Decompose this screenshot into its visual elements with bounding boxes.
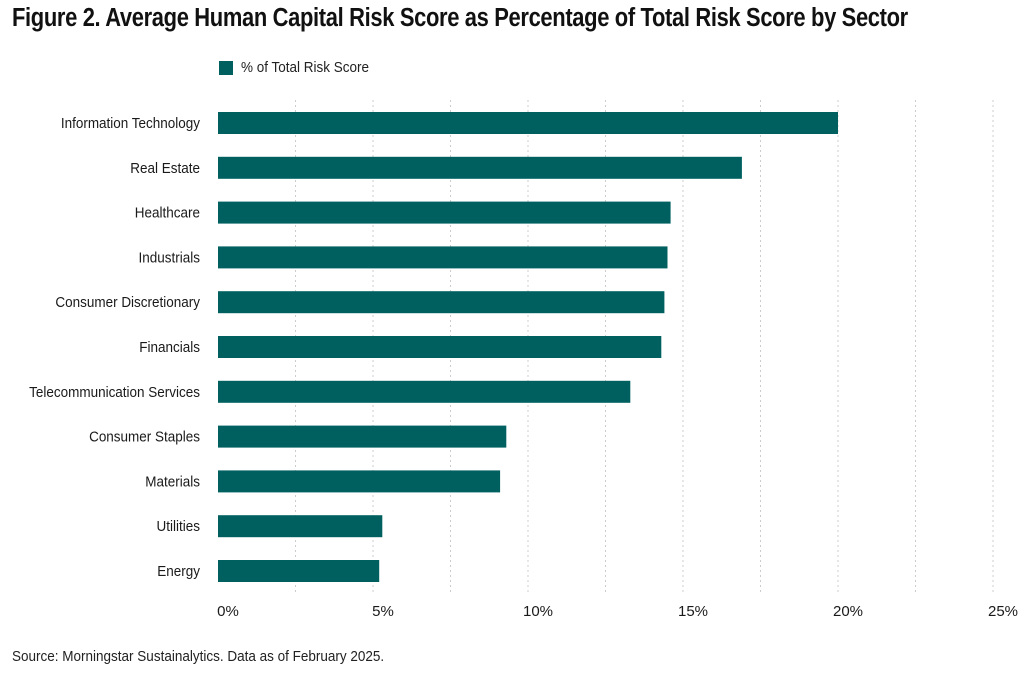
chart-title: Figure 2. Average Human Capital Risk Sco… (12, 4, 908, 32)
source-note: Source: Morningstar Sustainalytics. Data… (12, 648, 385, 665)
bar (218, 470, 501, 493)
bars (218, 112, 838, 582)
category-label: Utilities (157, 519, 200, 536)
bar (218, 336, 662, 358)
category-label: Financials (139, 339, 200, 356)
x-axis-tick-labels: 0% 5% 10% 15% 20% 25% (217, 603, 1018, 620)
bar (218, 156, 742, 179)
category-label: Information Technology (61, 115, 201, 132)
x-tick-label: 0% (217, 603, 239, 620)
x-tick-label: 20% (833, 603, 863, 620)
category-label: Real Estate (130, 160, 200, 177)
x-tick-label: 25% (988, 603, 1018, 620)
category-label: Healthcare (135, 205, 200, 222)
x-tick-label: 15% (678, 603, 708, 620)
category-label: Industrials (139, 250, 200, 267)
category-label: Consumer Discretionary (55, 295, 200, 312)
category-label: Telecommunication Services (29, 384, 200, 401)
bar (218, 380, 631, 403)
bar (218, 201, 671, 224)
legend: % of Total Risk Score (219, 59, 383, 76)
x-tick-label: 10% (523, 603, 553, 620)
bar (218, 112, 838, 134)
legend-label: % of Total Risk Score (241, 59, 370, 76)
category-label: Consumer Staples (89, 429, 200, 446)
bar (218, 560, 380, 582)
category-label: Energy (157, 563, 201, 580)
bar (218, 515, 383, 538)
x-tick-label: 5% (372, 603, 394, 620)
bar (218, 291, 665, 314)
legend-swatch (219, 60, 233, 75)
category-label: Materials (145, 474, 200, 491)
bar (218, 246, 668, 269)
category-labels: Information Technology Real Estate Healthc… (29, 115, 201, 580)
bar (218, 425, 507, 448)
